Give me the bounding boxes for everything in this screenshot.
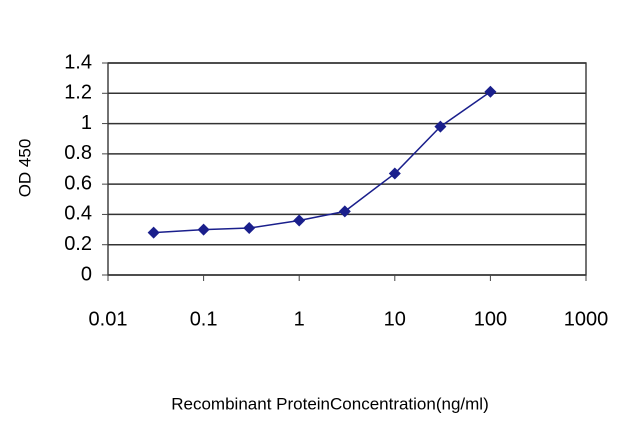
x-tick-label: 0.1 bbox=[190, 308, 218, 330]
y-tick-label: 1 bbox=[81, 112, 92, 134]
data-point bbox=[147, 226, 160, 239]
x-tick-label: 10 bbox=[384, 308, 406, 330]
data-line bbox=[153, 91, 491, 234]
x-axis-title: Recombinant ProteinConcentration(ng/ml) bbox=[171, 394, 489, 413]
y-tick-label: 0.4 bbox=[64, 203, 92, 225]
data-point bbox=[484, 85, 497, 98]
data-point bbox=[338, 205, 351, 218]
plot-frame bbox=[107, 62, 587, 276]
data-point bbox=[434, 120, 447, 133]
x-tick-label: 1 bbox=[294, 308, 305, 330]
data-point bbox=[197, 223, 210, 236]
x-tick-label: 100 bbox=[474, 308, 507, 330]
x-tick-label: 0.01 bbox=[89, 308, 128, 330]
data-point bbox=[243, 222, 256, 235]
x-tick-label: 1000 bbox=[564, 308, 609, 330]
y-tick-label: 1.2 bbox=[64, 82, 92, 104]
data-point bbox=[388, 167, 401, 180]
y-tick-label: 0.8 bbox=[64, 142, 92, 164]
y-tick-label: 0.2 bbox=[64, 233, 92, 255]
y-axis-title: OD 450 bbox=[15, 139, 34, 198]
y-tick-label: 0.6 bbox=[64, 172, 92, 194]
y-tick-label: 1.4 bbox=[64, 51, 92, 73]
data-point bbox=[293, 214, 306, 227]
y-tick-label: 0 bbox=[81, 263, 92, 285]
